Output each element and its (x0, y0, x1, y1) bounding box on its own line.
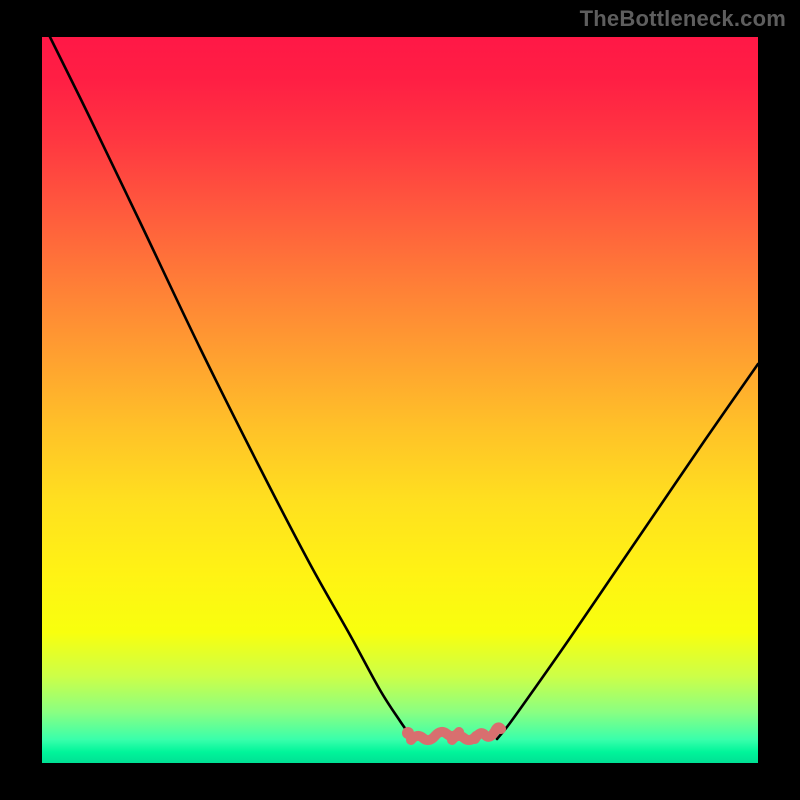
gradient-background (42, 37, 758, 763)
watermark-text: TheBottleneck.com (580, 6, 786, 32)
bottleneck-chart (0, 0, 800, 800)
